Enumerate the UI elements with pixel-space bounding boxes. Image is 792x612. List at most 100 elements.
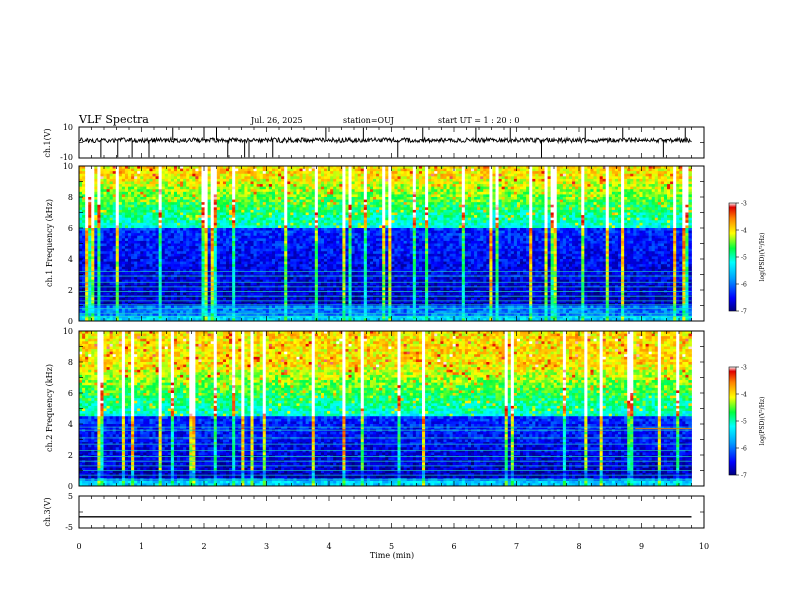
spectrogram-cell — [483, 212, 487, 216]
spectrogram-cell — [513, 204, 518, 208]
spectrogram-cell — [290, 209, 294, 213]
spectrogram-cell — [624, 173, 628, 177]
spectrogram-cell — [587, 168, 591, 172]
spectrogram-cell — [143, 186, 147, 190]
spectrogram-cell — [158, 202, 163, 206]
spectrogram-cell — [290, 222, 294, 226]
spectrogram-cell — [293, 220, 297, 224]
spectrogram-cell — [559, 168, 564, 172]
spectrogram-cell — [639, 207, 643, 211]
spectrogram-cell — [474, 217, 478, 221]
spectrogram-cell — [155, 194, 160, 198]
spectrogram-cell — [596, 204, 601, 208]
spectrogram-cell — [173, 225, 178, 229]
spectrogram-cell — [670, 207, 674, 211]
spectrogram-cell — [679, 217, 683, 221]
spectrogram-cell — [538, 217, 542, 221]
spectrogram-cell — [308, 217, 313, 221]
spectrogram-cell — [409, 209, 414, 213]
spectrogram-cell — [195, 176, 199, 180]
spectrogram-cell — [363, 189, 368, 193]
spectrogram-cell — [645, 166, 650, 169]
spectrogram-cell — [639, 220, 643, 224]
spectrogram-cell — [146, 178, 150, 182]
spectrogram-cell — [492, 181, 496, 185]
spectrogram-cell — [651, 204, 656, 208]
spectrogram-cell — [229, 166, 233, 169]
spectrogram-cell — [85, 166, 89, 169]
spectrogram-cell — [575, 204, 579, 208]
spectrogram-cell — [327, 217, 331, 221]
spectrogram-cell — [639, 202, 643, 206]
spectrogram-cell — [167, 207, 172, 211]
spectrogram-cell — [397, 186, 401, 190]
spectrogram-cell — [180, 191, 184, 195]
spectrogram-cell — [278, 217, 282, 221]
spectrogram-cell — [412, 194, 417, 198]
spectrogram-cell — [501, 173, 506, 177]
spectrogram-cell — [287, 204, 291, 208]
spectrogram-cell — [241, 199, 245, 203]
spectrogram-cell — [587, 176, 591, 180]
spectrogram-cell — [516, 222, 521, 226]
spectrogram-cell — [596, 168, 601, 172]
spectrogram-cell — [167, 215, 172, 219]
spectrogram-cell — [213, 191, 218, 195]
spectrogram-cell — [369, 207, 374, 211]
spectrogram-cell — [271, 189, 276, 193]
spectrogram-cell — [440, 178, 444, 182]
spectrogram-cell — [660, 215, 665, 219]
spectrogram-cell — [611, 189, 616, 193]
spectrogram-cell — [489, 173, 493, 177]
spectrogram-cell — [660, 176, 665, 180]
spectrogram-cell — [265, 222, 270, 226]
spectrogram-cell — [360, 222, 365, 226]
spectrogram-cell — [553, 191, 558, 195]
spectrogram-cell — [654, 181, 659, 185]
spectrogram-cell — [388, 184, 392, 188]
spectrogram-cell — [618, 220, 622, 224]
spectrogram-cell — [510, 184, 515, 188]
spectrogram-cell — [173, 173, 178, 177]
spectrogram-cell — [222, 166, 227, 169]
spectrogram-cell — [213, 228, 218, 231]
spectrogram-cell — [679, 220, 683, 224]
spectrogram-cell — [216, 220, 221, 224]
spectrogram-cell — [400, 225, 405, 229]
spectrogram-cell — [452, 217, 457, 221]
spectrogram-cell — [422, 191, 426, 195]
spectrogram-cell — [559, 178, 564, 182]
spectrogram-cell — [201, 212, 205, 216]
spectrogram-cell — [143, 197, 147, 200]
spectrogram-cell — [406, 168, 411, 172]
spectrogram-cell — [461, 168, 466, 172]
spectrogram-cell — [406, 199, 411, 203]
spectrogram-cell — [314, 178, 319, 182]
spectrogram-cell — [345, 215, 349, 219]
spectrogram-cell — [544, 197, 548, 200]
spectrogram-cell — [195, 209, 199, 213]
spectrogram-cell — [103, 215, 107, 219]
spectrogram-cell — [409, 220, 414, 224]
spectrogram-cell — [198, 166, 202, 169]
spectrogram-cell — [339, 184, 343, 188]
spectrogram-cell — [685, 166, 689, 169]
spectrogram-cell — [314, 217, 319, 221]
spectrogram-cell — [541, 186, 545, 190]
spectrogram-cell — [621, 204, 625, 208]
spectrogram-cell — [103, 181, 107, 185]
spectrogram-cell — [685, 197, 689, 200]
spectrogram-cell — [428, 176, 432, 180]
spectrogram-cell — [360, 178, 365, 182]
spectrogram-cell — [538, 202, 542, 206]
spectrogram-cell — [406, 217, 411, 221]
spectrogram-cell — [676, 191, 680, 195]
spectrogram-cell — [403, 173, 408, 177]
spectrogram-cell — [324, 215, 328, 219]
spectrogram-cell — [461, 186, 466, 190]
spectrogram-cell — [317, 168, 322, 172]
spectrogram-cell — [85, 194, 89, 198]
spectrogram-cell — [198, 215, 202, 219]
spectrogram-cell — [385, 199, 389, 203]
spectrogram-cell — [183, 176, 187, 180]
